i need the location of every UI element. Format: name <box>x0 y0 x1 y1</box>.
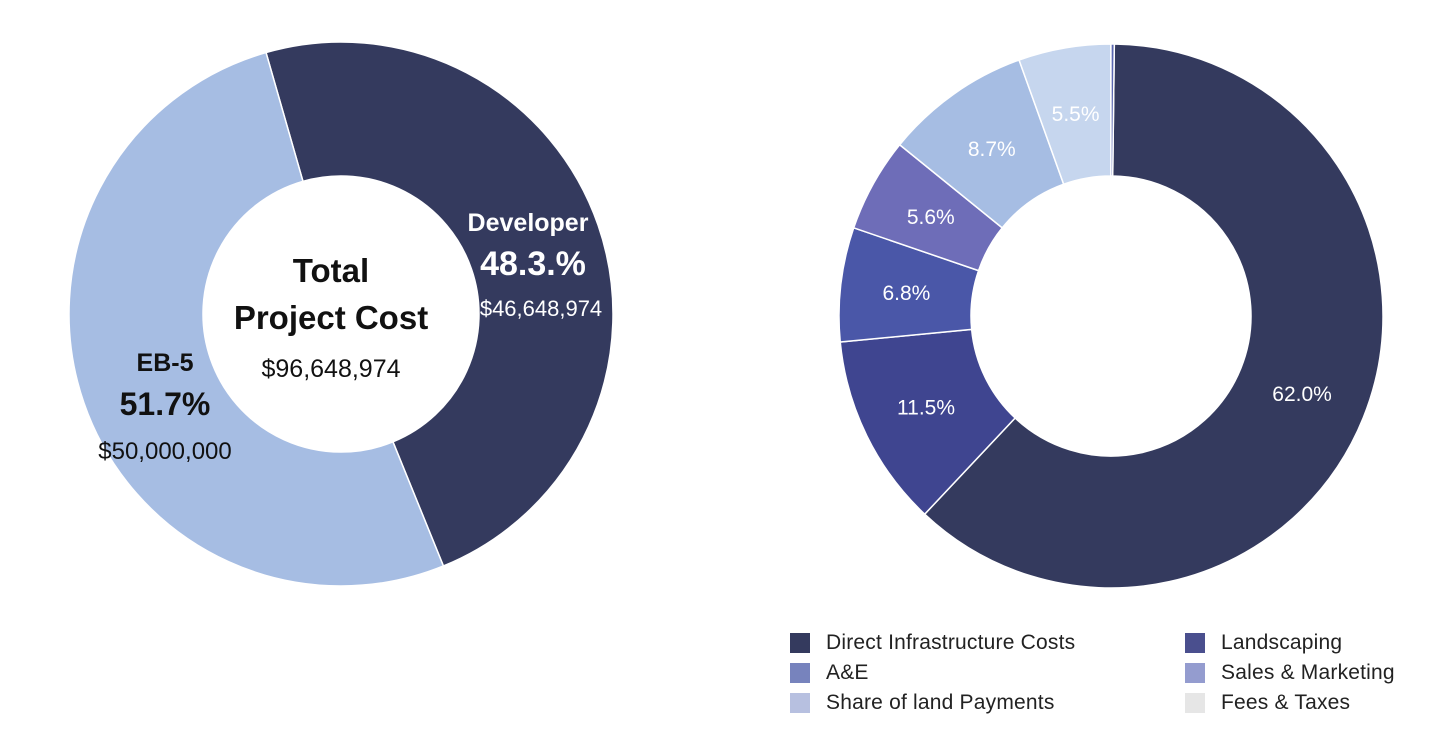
legend-item-landscaping: Landscaping <box>1185 630 1342 656</box>
project-cost-donut <box>68 41 614 587</box>
legend-label: Landscaping <box>1221 631 1343 654</box>
legend-label: Fees & Taxes <box>1221 691 1351 714</box>
legend-swatch <box>790 693 810 713</box>
slice-label: 6.8% <box>882 282 930 305</box>
developer-percent: 48.3.% <box>480 245 586 283</box>
slice-eb-5 <box>68 51 445 587</box>
slice-label: 62.0% <box>1272 383 1332 406</box>
slice-seg-0 <box>923 43 1384 589</box>
center-title-line2: Project Cost <box>234 299 428 336</box>
legend-item-a-and-e: A&E <box>790 660 869 686</box>
developer-label: Developer <box>468 209 589 237</box>
donut-center-label: Total Project Cost $96,648,974 <box>234 252 428 383</box>
slice-label: 5.6% <box>907 206 955 229</box>
legend-item-sales-marketing: Sales & Marketing <box>1185 660 1395 686</box>
legend-swatch <box>790 633 810 653</box>
center-title-line1: Total <box>293 252 369 289</box>
legend-label: Sales & Marketing <box>1221 661 1395 684</box>
eb5-amount: $50,000,000 <box>98 438 231 465</box>
legend-label: Direct Infrastructure Costs <box>826 631 1076 654</box>
center-total-amount: $96,648,974 <box>261 355 400 383</box>
legend-item-fees-taxes: Fees & Taxes <box>1185 690 1350 716</box>
cost-breakdown-donut <box>838 43 1384 589</box>
legend-swatch <box>790 663 810 683</box>
breakdown-slice-labels: 62.0% 11.5% 6.8% 5.6% 8.7% 5.5% <box>882 103 1331 420</box>
slice-label: 5.5% <box>1052 103 1100 126</box>
slice-seg-6 <box>1110 43 1116 177</box>
slice-developer <box>265 41 614 567</box>
legend-label: Share of land Payments <box>826 691 1055 714</box>
legend-item-direct-infrastructure: Direct Infrastructure Costs <box>790 630 1075 656</box>
developer-amount: $46,648,974 <box>480 296 602 321</box>
legend: Direct Infrastructure Costs Landscaping … <box>790 630 1430 730</box>
legend-item-land-payments: Share of land Payments <box>790 690 1055 716</box>
legend-swatch <box>1185 693 1205 713</box>
legend-swatch <box>1185 633 1205 653</box>
eb5-label: EB-5 <box>137 349 194 377</box>
slice-label: 8.7% <box>968 138 1016 161</box>
slice-labels: Developer 48.3.% $46,648,974 EB-5 51.7% … <box>98 209 602 465</box>
legend-swatch <box>1185 663 1205 683</box>
slice-label: 11.5% <box>897 397 955 420</box>
legend-label: A&E <box>826 661 869 684</box>
eb5-percent: 51.7% <box>120 386 211 422</box>
